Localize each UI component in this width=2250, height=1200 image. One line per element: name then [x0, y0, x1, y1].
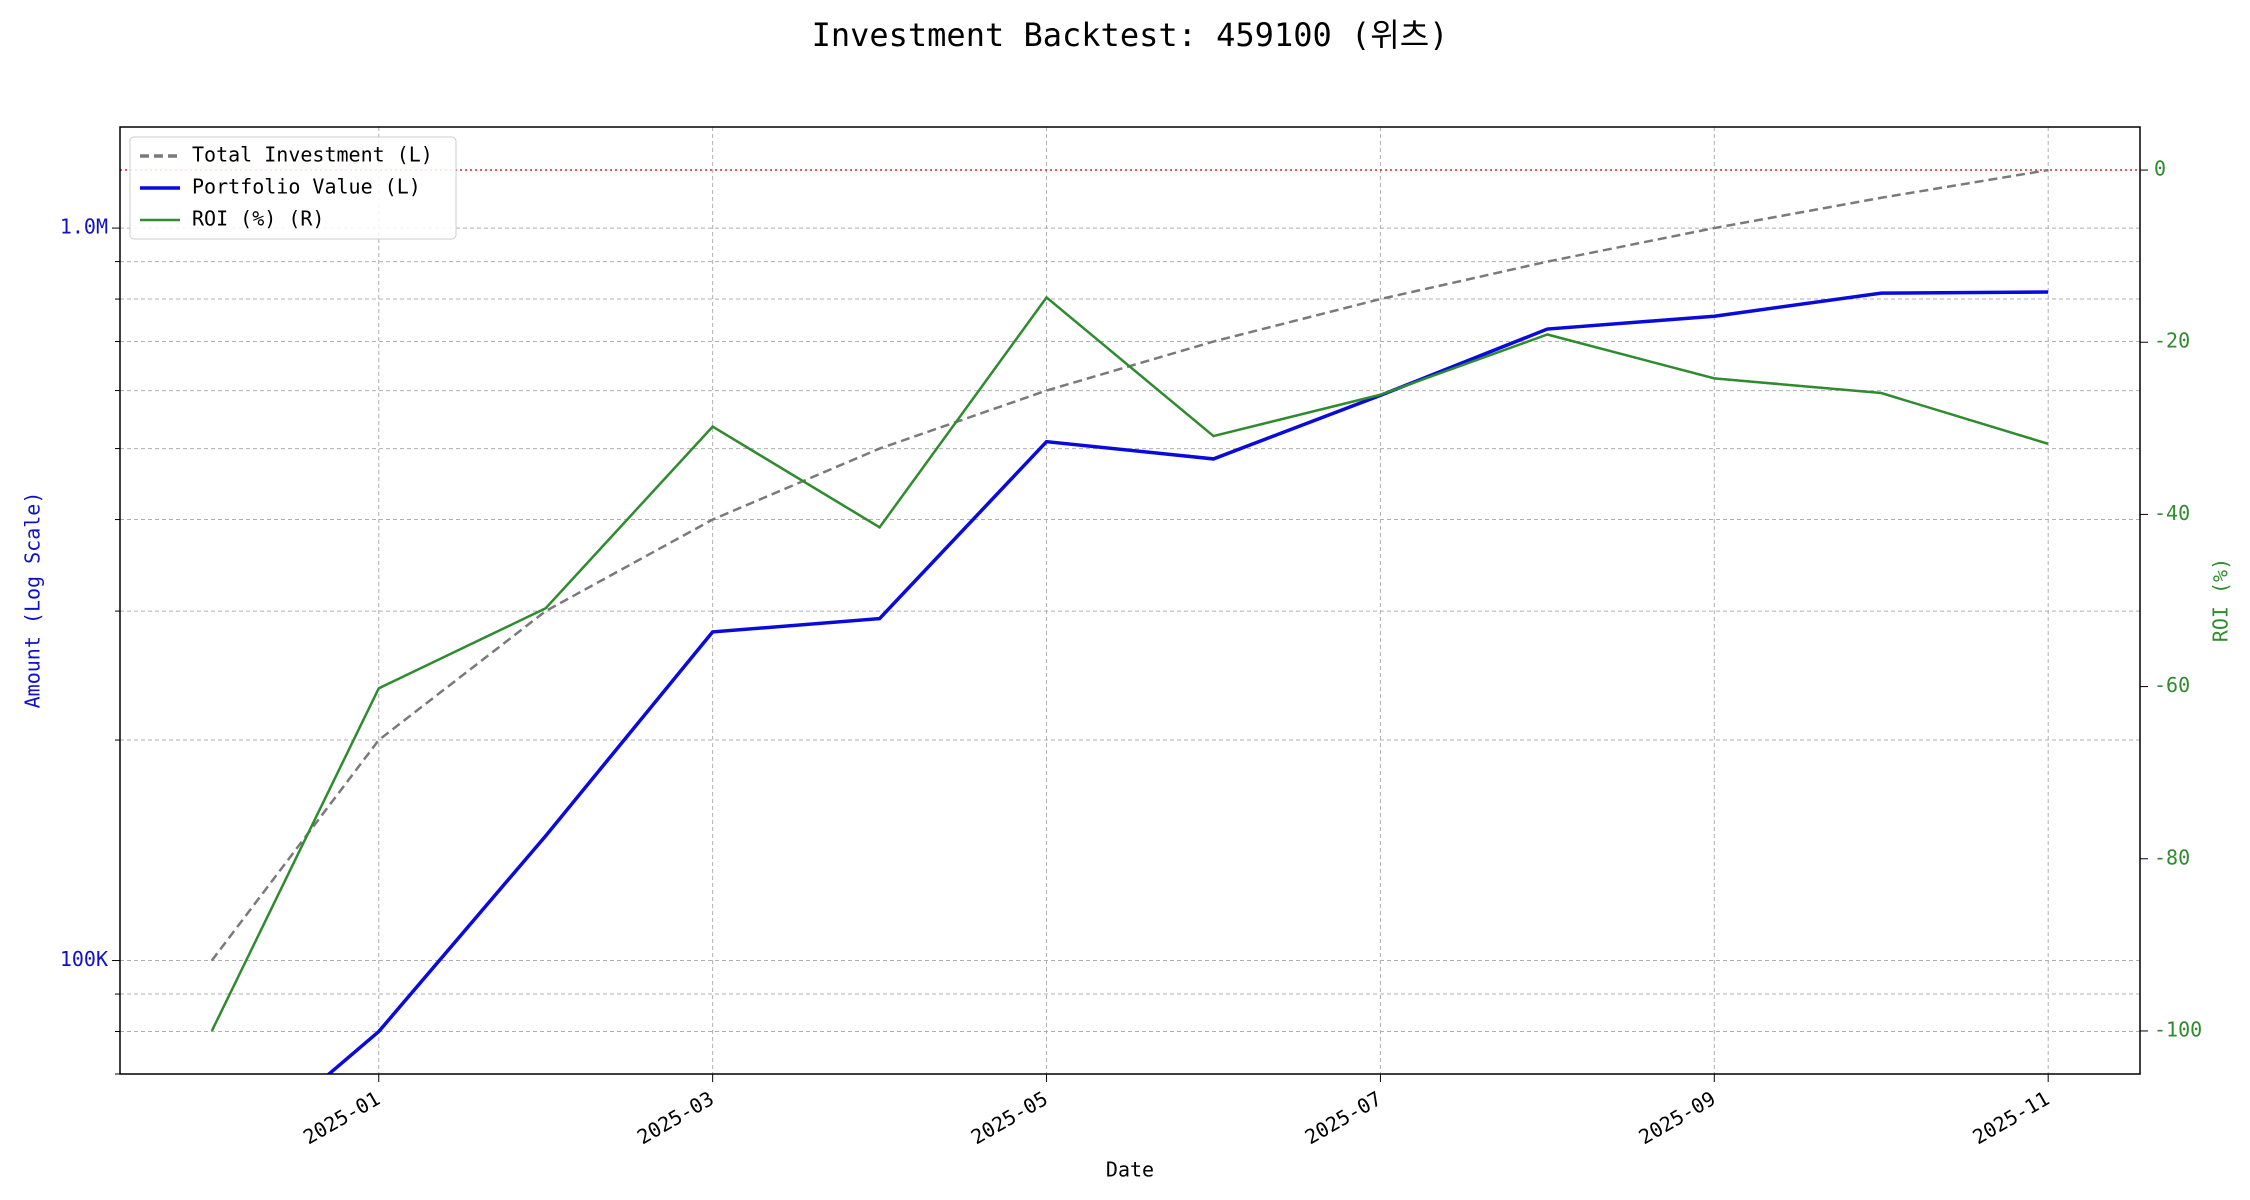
x-tick-label: 2025-07 — [1301, 1086, 1386, 1149]
y2-tick-label: -20 — [2154, 329, 2190, 353]
y2-tick-label: -40 — [2154, 501, 2190, 525]
series-line — [210, 295, 2049, 1032]
y-tick-label: 100K — [60, 947, 108, 971]
y-axis-label: Amount (Log Scale) — [21, 492, 45, 709]
legend-label: Total Investment (L) — [192, 143, 433, 167]
chart-title: Investment Backtest: 459100 (위츠) — [812, 16, 1449, 54]
y2-tick-label: 0 — [2154, 157, 2166, 181]
y2-tick-label: -80 — [2154, 845, 2190, 869]
x-axis-label: Date — [1106, 1158, 1154, 1182]
x-tick-label: 2025-05 — [967, 1086, 1052, 1149]
x-tick-label: 2025-03 — [633, 1086, 718, 1149]
legend-label: ROI (%) (R) — [192, 207, 324, 231]
y2-tick-label: -60 — [2154, 673, 2190, 697]
plot-area — [210, 168, 2049, 1074]
series-line — [210, 168, 2049, 962]
y2-axis-label: ROI (%) — [2209, 558, 2233, 642]
x-tick-label: 2025-09 — [1635, 1086, 1720, 1149]
series-line — [326, 290, 2049, 1074]
legend-label: Portfolio Value (L) — [192, 175, 421, 199]
x-tick-label: 2025-11 — [1968, 1086, 2053, 1149]
legend-box — [129, 136, 457, 240]
plot-frame — [119, 126, 2141, 1075]
x-tick-label: 2025-01 — [299, 1086, 384, 1149]
y-tick-label: 1.0M — [60, 215, 108, 239]
y2-tick-label: -100 — [2154, 1017, 2202, 1041]
